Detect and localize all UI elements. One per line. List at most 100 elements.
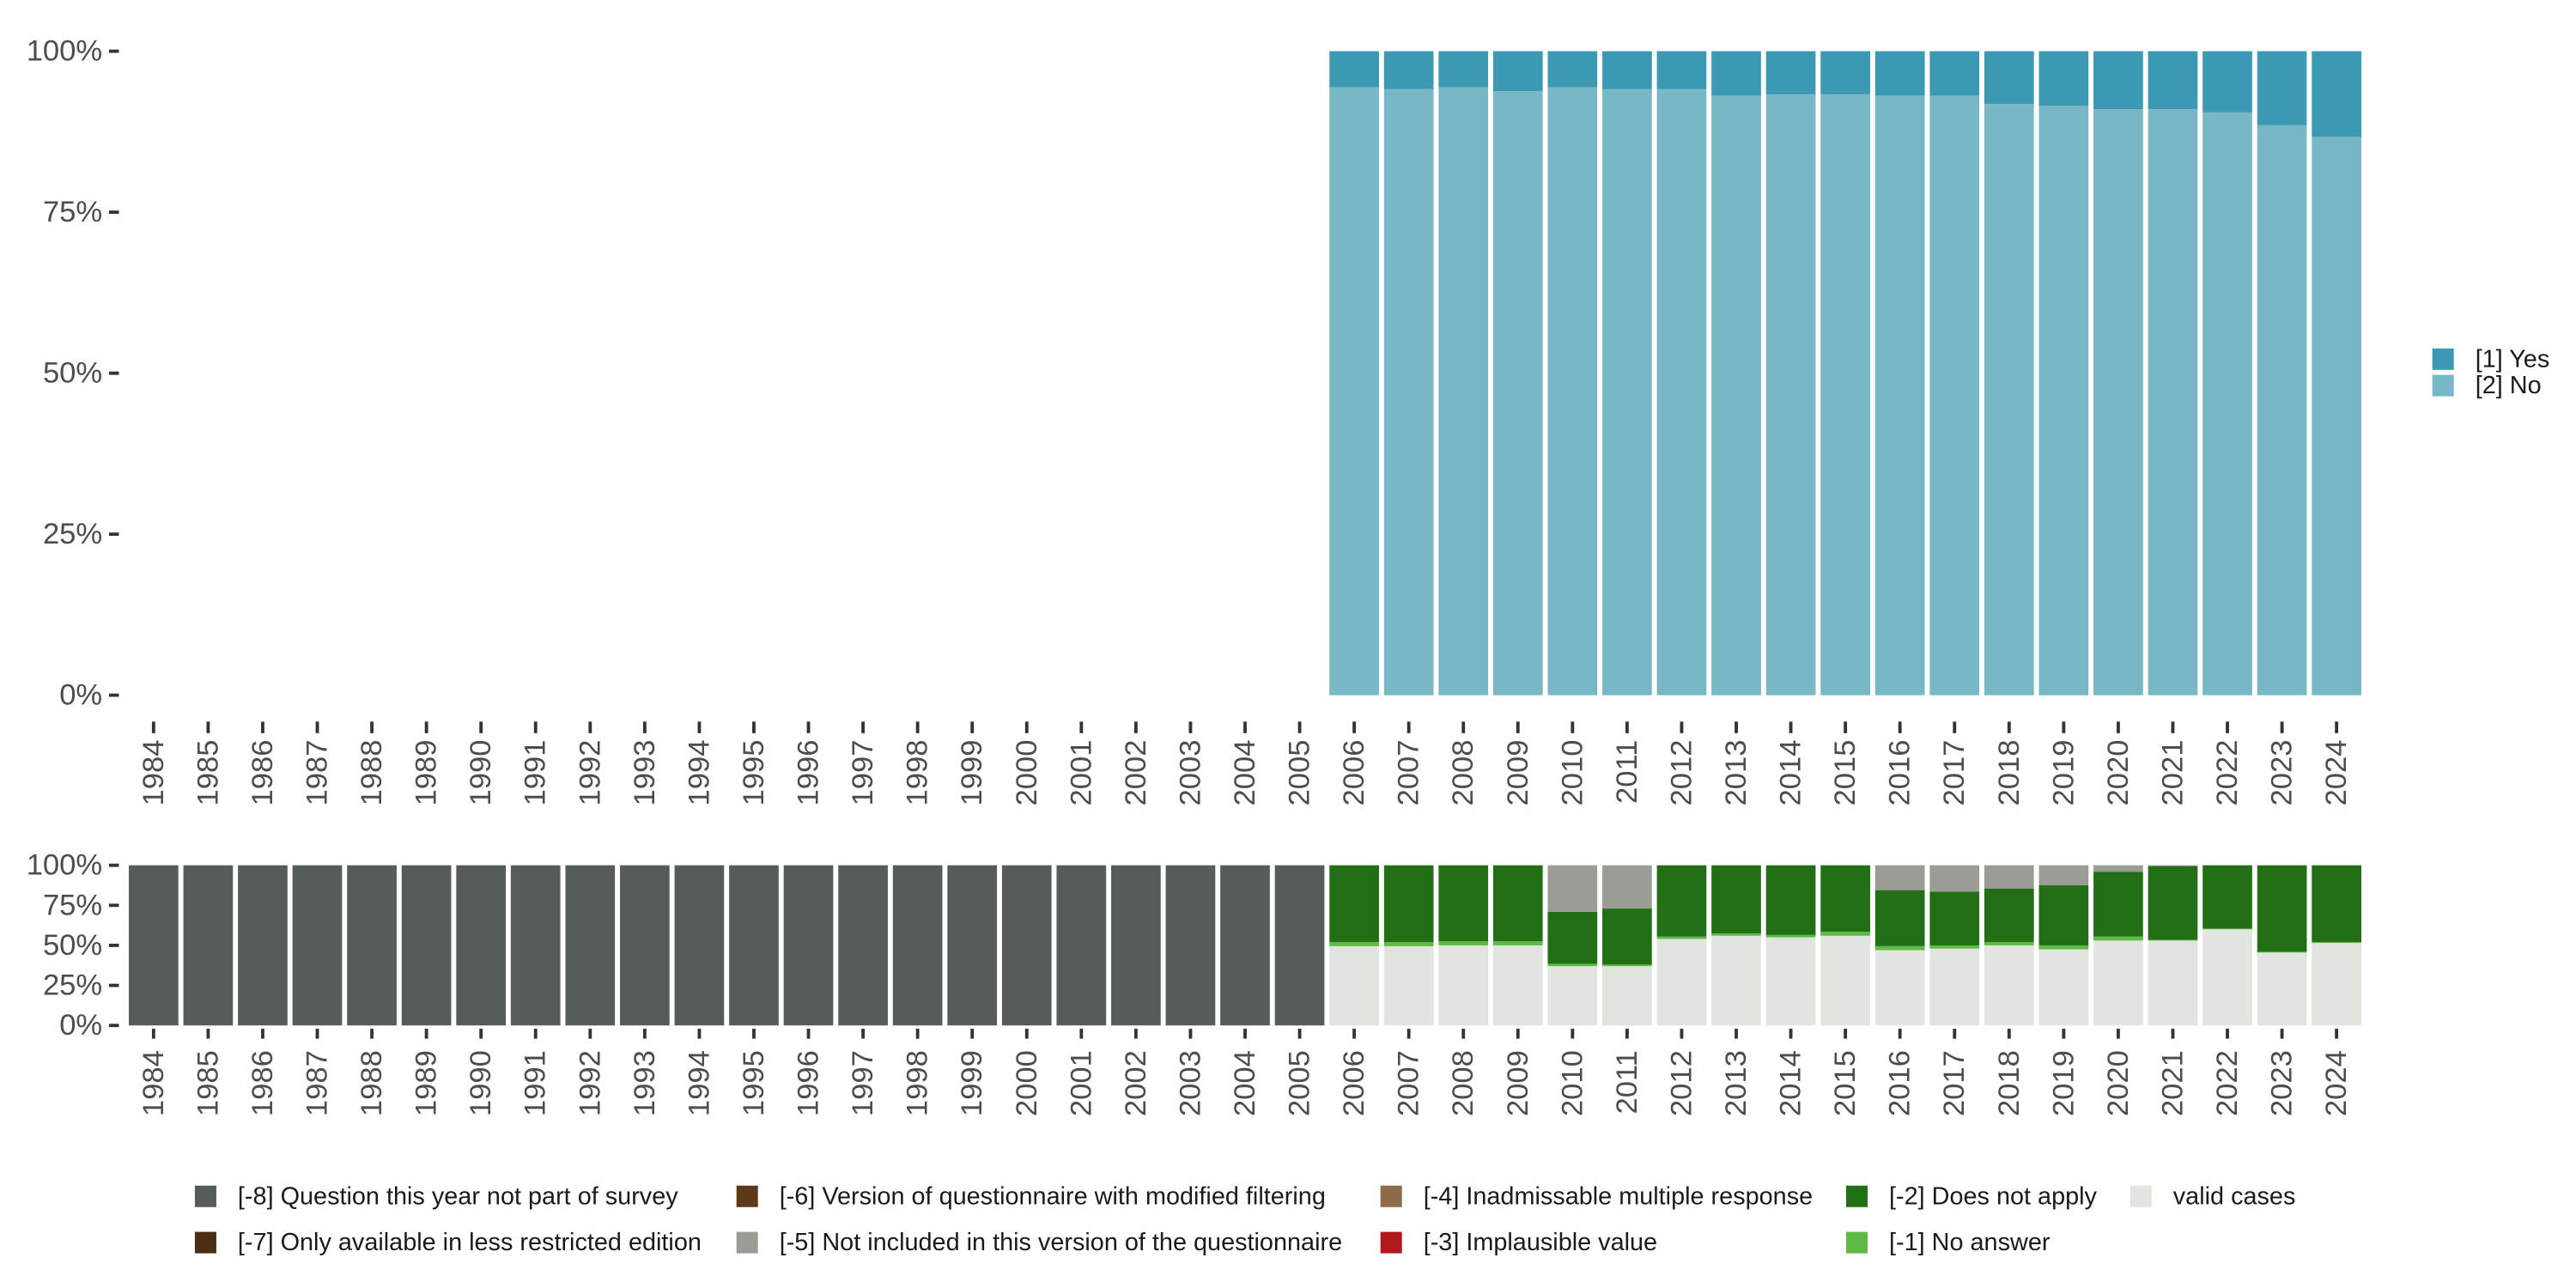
bottom-x-tick-label: 2004 [1229, 1050, 1261, 1116]
bottom-bar-valid-cases-2023 [2257, 952, 2307, 1026]
bottom-x-tick-label: 1985 [191, 1050, 224, 1116]
bottom-x-tick-label: 2018 [1993, 1050, 2026, 1116]
bottom-bar-8-question-this-year-not-part-of-survey-1984 [129, 865, 179, 1026]
top-bar-1-yes-2008 [1438, 51, 1489, 88]
bottom-bar-8-question-this-year-not-part-of-survey-1990 [456, 865, 507, 1026]
bottom-bar-2-does-not-apply-2015 [1820, 865, 1870, 933]
top-bar-2-no-2015 [1820, 94, 1870, 696]
top-x-tick-label: 1998 [902, 740, 934, 806]
top-bar-2-no-2008 [1438, 87, 1489, 696]
top-bar-2-no-2007 [1383, 88, 1434, 696]
bottom-bar-2-does-not-apply-2007 [1383, 865, 1434, 943]
bottom-x-tick-label: 2008 [1447, 1050, 1479, 1116]
bottom-bar-5-not-included-in-this-version-of-the-questionnaire-2011 [1602, 865, 1652, 909]
top-bar-1-yes-2017 [1929, 51, 1980, 96]
bottom-bar-8-question-this-year-not-part-of-survey-2000 [1001, 865, 1052, 1026]
top-chart: 0% 25% 50% 75% 100% 1984 1985 1986 1987 1988 1989… [27, 35, 2550, 806]
bottom-bar-8-question-this-year-not-part-of-survey-1987 [292, 865, 343, 1026]
bottom-bar-valid-cases-2017 [1929, 948, 1980, 1026]
bottom-x-tick-label: 2021 [2156, 1050, 2189, 1116]
bottom-bar-5-not-included-in-this-version-of-the-questionnaire-2016 [1874, 865, 1925, 890]
bottom-bar-1-no-answer-2010 [1547, 963, 1598, 967]
bottom-x-tick-label: 2017 [1938, 1050, 1971, 1116]
top-x-tick-label: 1999 [956, 740, 988, 806]
bottom-x-tick-label: 1986 [246, 1050, 279, 1116]
legend-label: [-8] Question this year not part of surv… [238, 1182, 678, 1210]
top-x-tick-label: 2013 [1720, 740, 1753, 806]
bottom-bar-2-does-not-apply-2006 [1329, 865, 1379, 943]
legend-item-1-no-answer: [-1] No answer [1846, 1229, 2050, 1256]
bottom-x-tick-label: 2002 [1120, 1050, 1152, 1116]
bottom-bar-5-not-included-in-this-version-of-the-questionnaire-2018 [1984, 865, 2034, 889]
top-bar-1-yes-2011 [1602, 51, 1652, 89]
bottom-bar-1-no-answer-2023 [2257, 951, 2307, 953]
top-bar-1-yes-2018 [1984, 51, 2034, 105]
legend-item-7-only-available-in-less-restricted-edition: [-7] Only available in less restricted e… [194, 1229, 702, 1256]
bottom-bar-1-no-answer-2017 [1929, 945, 1980, 949]
top-x-tick-label: 1988 [355, 740, 388, 806]
bottom-bar-2-does-not-apply-2013 [1711, 865, 1761, 933]
bottom-x-tick-label: 2011 [1611, 1050, 1643, 1114]
top-x-tick-label: 2001 [1065, 740, 1097, 806]
bottom-bar-8-question-this-year-not-part-of-survey-1985 [183, 865, 234, 1026]
top-bar-2-no-2006 [1329, 87, 1379, 696]
legend-label: [-1] No answer [1889, 1229, 2050, 1256]
top-bar-1-yes-2019 [2038, 51, 2089, 106]
bottom-bar-2-does-not-apply-2010 [1547, 911, 1598, 964]
bottom-bar-2-does-not-apply-2009 [1492, 865, 1543, 942]
top-x-tick-label: 2017 [1938, 740, 1971, 806]
top-x-tick-label: 2020 [2102, 740, 2135, 806]
bottom-bar-8-question-this-year-not-part-of-survey-1996 [783, 865, 834, 1026]
bottom-y-tick-label: 75% [43, 889, 102, 921]
top-bar-2-no-2020 [2093, 109, 2143, 696]
bottom-x-tick-label: 1999 [956, 1050, 988, 1116]
bottom-bar-2-does-not-apply-2008 [1438, 865, 1489, 942]
bottom-bar-1-no-answer-2024 [2312, 942, 2361, 944]
top-chart-bars [1329, 51, 2361, 696]
bottom-chart-x-axis: 1984 1985 1986 1987 1988 1989 1990 1991 1992 1993… [137, 1029, 2353, 1116]
bottom-x-tick-label: 1992 [574, 1050, 606, 1116]
bottom-x-tick-label: 2023 [2266, 1050, 2299, 1116]
bottom-bar-1-no-answer-2021 [2148, 939, 2198, 941]
bottom-x-tick-label: 1990 [465, 1050, 497, 1116]
legend-label: [-3] Implausible value [1424, 1229, 1657, 1256]
bottom-bar-1-no-answer-2014 [1765, 934, 1816, 938]
top-bar-1-yes-2009 [1492, 51, 1543, 92]
top-bar-1-yes-2010 [1547, 51, 1598, 88]
bottom-x-tick-label: 2000 [1011, 1050, 1043, 1116]
top-x-tick-label: 2012 [1665, 740, 1698, 806]
bottom-bar-valid-cases-2009 [1492, 945, 1543, 1026]
bottom-bar-valid-cases-2007 [1383, 945, 1434, 1026]
top-bar-1-yes-2021 [2148, 51, 2198, 110]
top-bar-2-no-2021 [2148, 109, 2198, 696]
bottom-x-tick-label: 1997 [847, 1050, 879, 1116]
bottom-bar-1-no-answer-2008 [1438, 941, 1489, 945]
bottom-x-tick-label: 2022 [2211, 1050, 2244, 1116]
bottom-bar-8-question-this-year-not-part-of-survey-1991 [510, 865, 561, 1026]
top-x-tick-label: 1989 [410, 740, 443, 806]
top-x-tick-label: 2022 [2211, 740, 2244, 806]
bottom-x-tick-label: 2009 [1502, 1050, 1534, 1116]
bottom-bar-2-does-not-apply-2017 [1929, 891, 1980, 945]
bottom-bar-8-question-this-year-not-part-of-survey-1989 [401, 865, 452, 1026]
bottom-bar-8-question-this-year-not-part-of-survey-2004 [1220, 865, 1270, 1026]
top-bar-2-no-2017 [1929, 95, 1980, 696]
top-x-tick-label: 2006 [1338, 740, 1370, 806]
bottom-bar-valid-cases-2020 [2093, 940, 2143, 1026]
bottom-x-tick-label: 1993 [629, 1050, 661, 1116]
legend-swatch [1380, 1231, 1402, 1254]
top-x-tick-label: 1997 [847, 740, 879, 806]
bottom-x-tick-label: 1988 [355, 1050, 388, 1116]
bottom-bar-8-question-this-year-not-part-of-survey-1988 [347, 865, 397, 1026]
bottom-chart-y-axis: 0% 25% 50% 75% 100% [27, 849, 119, 1042]
top-y-tick-label: 0% [59, 679, 102, 712]
bottom-bar-5-not-included-in-this-version-of-the-questionnaire-2019 [2038, 865, 2089, 886]
bottom-bar-8-question-this-year-not-part-of-survey-1997 [838, 865, 888, 1026]
bottom-bar-8-question-this-year-not-part-of-survey-1995 [729, 865, 779, 1026]
bottom-bar-valid-cases-2024 [2312, 943, 2361, 1026]
top-x-tick-label: 2004 [1229, 740, 1261, 806]
bottom-x-tick-label: 2010 [1556, 1050, 1589, 1116]
top-y-tick-label: 50% [43, 357, 102, 390]
top-bar-1-yes-2006 [1329, 51, 1379, 88]
